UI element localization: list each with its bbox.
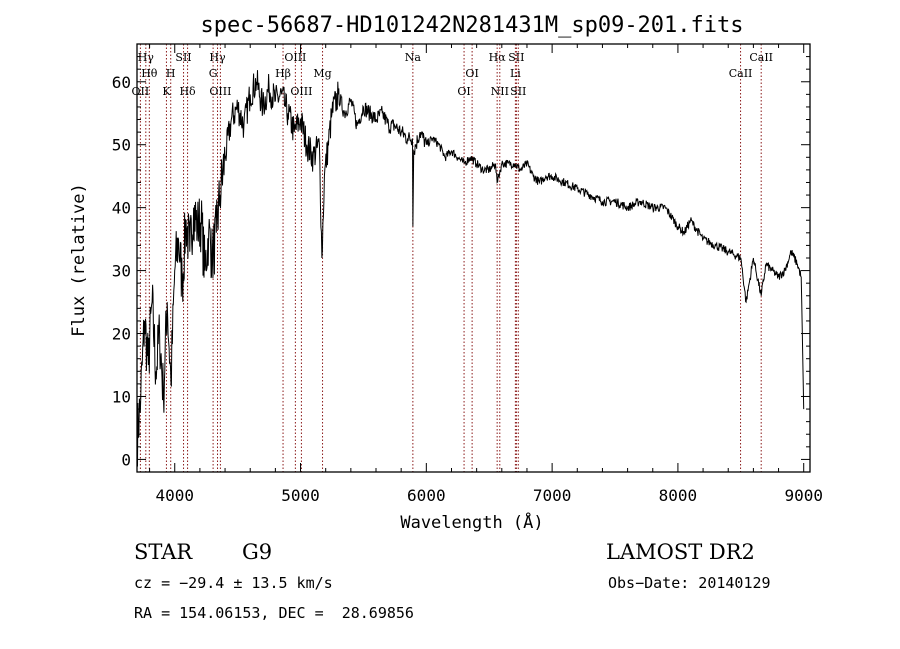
- velocity: cz = −29.4 ± 13.5 km/s: [134, 574, 333, 592]
- line-marker-label: OI: [465, 67, 478, 80]
- y-tick-label: 0: [121, 450, 131, 469]
- x-tick-label: 6000: [407, 486, 446, 505]
- line-marker-label: OI: [457, 85, 470, 98]
- line-marker-label: H: [166, 67, 176, 80]
- x-tick-label: 4000: [155, 486, 194, 505]
- x-tick-label: 5000: [281, 486, 320, 505]
- x-tick-label: 7000: [533, 486, 572, 505]
- line-marker-label: OII: [132, 85, 150, 98]
- line-marker-label: Hγ: [209, 51, 226, 64]
- x-axis: 4000 5000 6000 7000 8000 9000: [149, 44, 823, 505]
- x-tick-label: 9000: [784, 486, 823, 505]
- line-marker-label: SII: [510, 85, 526, 98]
- y-tick-label: 20: [112, 325, 131, 344]
- line-marker-label: OIII: [284, 51, 306, 64]
- line-marker-label: Hθ: [141, 67, 158, 80]
- y-axis-label: Flux (relative): [69, 183, 89, 337]
- y-tick-label: 40: [112, 199, 131, 218]
- line-marker-label: G: [209, 67, 218, 80]
- line-marker-label: K: [162, 85, 171, 98]
- object-class: STAR: [134, 540, 193, 564]
- obs-date: Obs−Date: 20140129: [608, 574, 771, 592]
- x-tick-label: 8000: [659, 486, 698, 505]
- coordinates: RA = 154.06153, DEC = 28.69856: [134, 604, 414, 622]
- line-marker-label: CaII: [749, 51, 773, 64]
- line-marker-label: CaII: [729, 67, 753, 80]
- line-marker-label: OIII: [290, 85, 312, 98]
- line-marker-label: Mg: [313, 67, 331, 80]
- line-marker-label: Hβ: [275, 67, 291, 80]
- line-marker-label: SII: [175, 51, 191, 64]
- x-axis-label: Wavelength (Å): [400, 511, 543, 533]
- line-marker-label: NII: [491, 85, 509, 98]
- line-marker-label: SII: [508, 51, 524, 64]
- line-marker-label: Hα: [489, 51, 507, 64]
- spectrum-line: [136, 70, 805, 467]
- line-marker-label: Hδ: [179, 85, 196, 98]
- y-tick-label: 50: [112, 136, 131, 155]
- line-marker-label: OIII: [209, 85, 231, 98]
- y-axis: 0 10 20 30 40 50 60: [112, 56, 810, 469]
- chart-title: spec-56687-HD101242N281431M_sp09-201.fit…: [200, 13, 743, 38]
- plot-data: [136, 70, 805, 467]
- line-marker-label: Li: [510, 67, 521, 80]
- survey-name: LAMOST DR2: [606, 540, 755, 564]
- subclass: G9: [242, 540, 273, 564]
- line-marker-label: Na: [405, 51, 422, 64]
- y-tick-label: 30: [112, 262, 131, 281]
- y-tick-label: 60: [112, 73, 131, 92]
- y-tick-label: 10: [112, 387, 131, 406]
- line-marker-label: Hγ: [138, 51, 155, 64]
